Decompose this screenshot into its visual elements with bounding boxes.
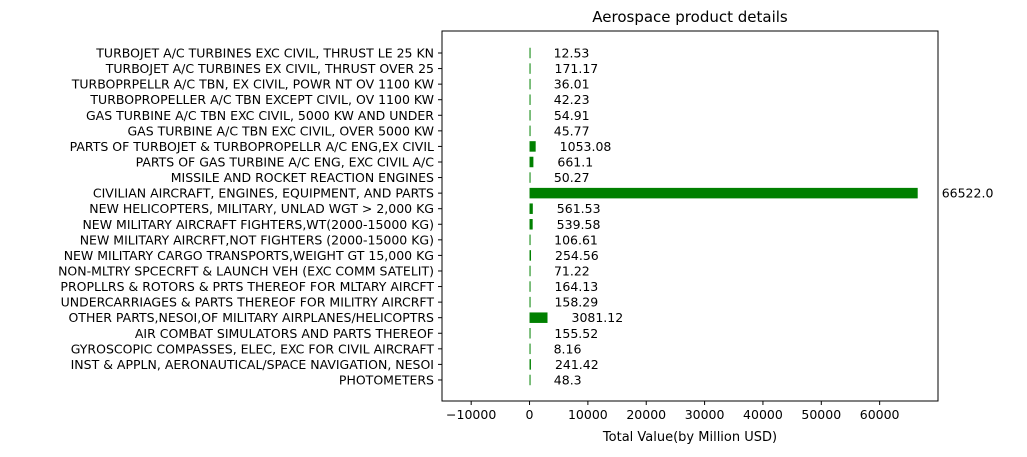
value-label: 50.27: [554, 170, 590, 185]
category-label: OTHER PARTS,NESOI,OF MILITARY AIRPLANES/…: [68, 310, 434, 325]
category-label: TURBOJET A/C TURBINES EX CIVIL, THRUST O…: [105, 61, 434, 76]
category-label: PHOTOMETERS: [339, 372, 434, 387]
value-label: 36.01: [554, 77, 590, 92]
bar: [529, 265, 531, 277]
bar: [529, 219, 533, 230]
bar: [529, 374, 531, 386]
value-labels: 12.53171.1736.0142.2354.9145.771053.0866…: [554, 46, 994, 388]
category-label: NEW MILITARY AIRCRFT,NOT FIGHTERS (2000-…: [80, 232, 434, 247]
category-label: NEW HELICOPTERS, MILITARY, UNLAD WGT > 2…: [89, 201, 434, 216]
value-label: 3081.12: [572, 310, 624, 325]
category-label: MISSILE AND ROCKET REACTION ENGINES: [171, 170, 434, 185]
value-label: 66522.0: [942, 186, 994, 201]
bar: [529, 187, 918, 199]
category-label: PARTS OF GAS TURBINE A/C ENG, EXC CIVIL …: [136, 154, 435, 169]
value-label: 158.29: [554, 295, 598, 310]
category-label: PARTS OF TURBOJET & TURBOPROPELLR A/C EN…: [70, 139, 434, 154]
category-label: TURBOPRPELLR A/C TBN, EX CIVIL, POWR NT …: [71, 77, 434, 92]
category-label: GAS TURBINE A/C TBN EXC CIVIL, OVER 5000…: [127, 123, 434, 138]
category-label: TURBOPROPELLER A/C TBN EXCEPT CIVIL, OV …: [89, 92, 434, 107]
x-tick-label: 0: [526, 407, 534, 422]
category-label: NEW MILITARY CARGO TRANSPORTS,WEIGHT GT …: [64, 248, 434, 263]
value-label: 164.13: [554, 279, 598, 294]
bar: [529, 281, 531, 292]
bar: [529, 296, 531, 308]
value-label: 241.42: [555, 357, 599, 372]
x-axis: −10000 0 10000 20000 30000 40000 50000 60000: [446, 401, 900, 422]
bar: [529, 63, 531, 74]
category-label: TURBOJET A/C TURBINES EXC CIVIL, THRUST …: [95, 46, 434, 61]
value-label: 54.91: [554, 108, 590, 123]
x-axis-label: Total Value(by Million USD): [602, 430, 777, 445]
category-label: PROPLLRS & ROTORS & PRTS THEREOF FOR MLT…: [60, 279, 434, 294]
x-tick-label: 50000: [801, 407, 841, 422]
value-label: 561.53: [557, 201, 601, 216]
category-label: AIR COMBAT SIMULATORS AND PARTS THEREOF: [135, 326, 434, 341]
value-label: 71.22: [554, 263, 590, 278]
bar: [529, 312, 548, 323]
bar: [529, 125, 531, 137]
bar: [529, 203, 533, 214]
value-label: 661.1: [557, 154, 593, 169]
category-label: NEW MILITARY AIRCRAFT FIGHTERS,WT(2000-1…: [82, 217, 434, 232]
bar: [529, 141, 536, 152]
value-label: 1053.08: [560, 139, 612, 154]
value-label: 48.3: [554, 372, 582, 387]
value-label: 171.17: [555, 61, 599, 76]
bar: [529, 78, 531, 90]
plot-frame: [441, 30, 939, 402]
value-label: 8.16: [554, 341, 582, 356]
value-label: 45.77: [554, 123, 590, 138]
category-labels: TURBOJET A/C TURBINES EXC CIVIL, THRUST …: [58, 46, 442, 387]
x-tick-label: 40000: [743, 407, 783, 422]
x-tick-label: −10000: [446, 407, 496, 422]
bar: [529, 94, 531, 105]
category-label: GAS TURBINE A/C TBN EXC CIVIL, 5000 KW A…: [86, 108, 434, 123]
x-tick-label: 60000: [860, 407, 900, 422]
category-label: GYROSCOPIC COMPASSES, ELEC, EXC FOR CIVI…: [71, 341, 435, 356]
bar: [529, 234, 531, 246]
bar: [529, 250, 532, 261]
category-label: INST & APPLN, AERONAUTICAL/SPACE NAVIGAT…: [71, 357, 434, 372]
bar: [529, 156, 534, 168]
x-tick-label: 20000: [626, 407, 666, 422]
value-label: 12.53: [554, 46, 590, 61]
bars-layer: [529, 47, 918, 386]
value-label: 106.61: [554, 232, 598, 247]
x-tick-label: 10000: [568, 407, 608, 422]
category-label: UNDERCARRIAGES & PARTS THEREOF FOR MILIT…: [61, 295, 435, 310]
value-label: 42.23: [554, 92, 590, 107]
bar: [529, 328, 531, 339]
bar: [529, 47, 531, 59]
chart-title: Aerospace product details: [592, 8, 788, 26]
bar: [529, 343, 531, 355]
value-label: 254.56: [555, 248, 599, 263]
bar: [529, 172, 531, 183]
value-label: 539.58: [557, 217, 601, 232]
value-label: 155.52: [554, 326, 598, 341]
category-label: NON-MLTRY SPCECRFT & LAUNCH VEH (EXC COM…: [58, 263, 434, 278]
bar: [529, 110, 531, 121]
bar: [529, 359, 531, 370]
x-tick-label: 30000: [685, 407, 725, 422]
category-label: CIVILIAN AIRCRAFT, ENGINES, EQUIPMENT, A…: [93, 186, 434, 201]
